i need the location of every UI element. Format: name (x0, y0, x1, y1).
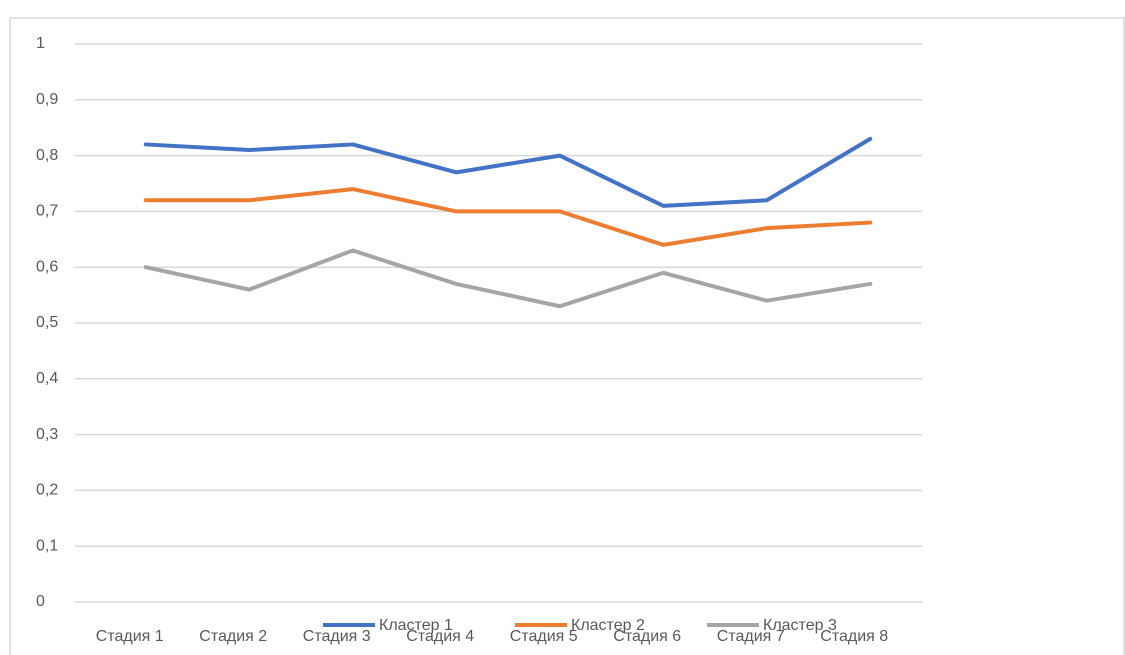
y-tick-label: 0,3 (36, 426, 58, 443)
legend-label: Кластер 1 (379, 617, 453, 634)
legend-label: Кластер 3 (763, 617, 837, 634)
x-tick-label: Стадия 7 (717, 628, 785, 645)
x-tick-label: Стадия 2 (199, 628, 267, 645)
y-tick-label: 0,1 (36, 537, 58, 554)
x-tick-label: Стадия 5 (510, 628, 578, 645)
y-tick-label: 0,4 (36, 370, 58, 387)
x-tick-label: Стадия 6 (613, 628, 681, 645)
y-tick-label: 0,9 (36, 91, 58, 108)
data-line (143, 187, 873, 247)
legend-label: Кластер 2 (571, 617, 645, 634)
y-tick-label: 0,7 (36, 203, 58, 220)
x-tick-label: Стадия 3 (303, 628, 371, 645)
x-tick-label: Стадия 8 (820, 628, 888, 645)
y-tick-label: 0,2 (36, 482, 58, 499)
data-line (143, 136, 873, 208)
y-tick-label: 0,5 (36, 314, 58, 331)
data-line (143, 248, 873, 309)
y-tick-label: 1 (36, 35, 45, 52)
x-tick-label: Стадия 1 (96, 628, 164, 645)
chart-frame (9, 17, 1125, 655)
y-tick-label: 0,8 (36, 147, 58, 164)
y-tick-label: 0 (36, 593, 45, 610)
y-tick-label: 0,6 (36, 258, 58, 275)
x-tick-label: Стадия 4 (406, 628, 474, 645)
